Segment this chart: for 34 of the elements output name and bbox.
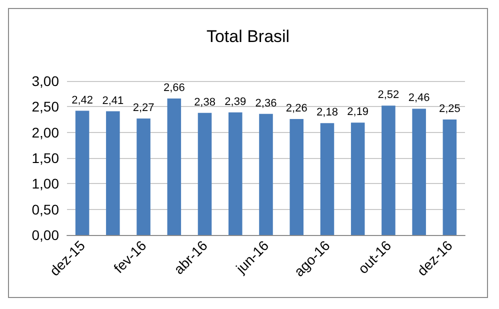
bar	[75, 110, 90, 235]
bar	[350, 122, 365, 235]
data-label: 2,66	[163, 82, 185, 94]
bar	[259, 114, 273, 235]
y-tick-label: 2,50	[32, 98, 60, 115]
bar	[412, 108, 426, 235]
y-tick-label: 0,00	[32, 227, 60, 243]
bar	[290, 118, 304, 235]
data-label: 2,41	[102, 94, 124, 107]
y-tick-label: 0,50	[32, 201, 60, 218]
data-label: 2,18	[316, 106, 338, 119]
bar	[228, 112, 242, 235]
bar	[382, 106, 396, 235]
bar	[136, 118, 150, 235]
data-label: 2,26	[286, 102, 308, 114]
data-label: 2,19	[347, 106, 369, 118]
data-label: 2,38	[194, 96, 216, 108]
bar	[106, 111, 120, 235]
data-label: 2,36	[255, 97, 277, 110]
y-tick-label: 3,00	[32, 73, 60, 89]
y-tick-label: 1,00	[32, 176, 60, 192]
y-tick-label: 1,50	[32, 150, 60, 166]
bar	[198, 112, 212, 235]
data-label: 2,39	[224, 96, 246, 108]
data-label: 2,52	[378, 89, 400, 102]
data-label: 2,42	[72, 94, 94, 106]
chart-title: Total Brasil	[206, 27, 290, 46]
bar	[167, 98, 182, 235]
data-label: 2,25	[438, 103, 460, 115]
data-label: 2,27	[132, 102, 154, 114]
bar	[320, 123, 334, 235]
y-tick-label: 2,00	[32, 124, 60, 140]
data-label: 2,46	[408, 92, 430, 104]
bar	[442, 120, 457, 235]
